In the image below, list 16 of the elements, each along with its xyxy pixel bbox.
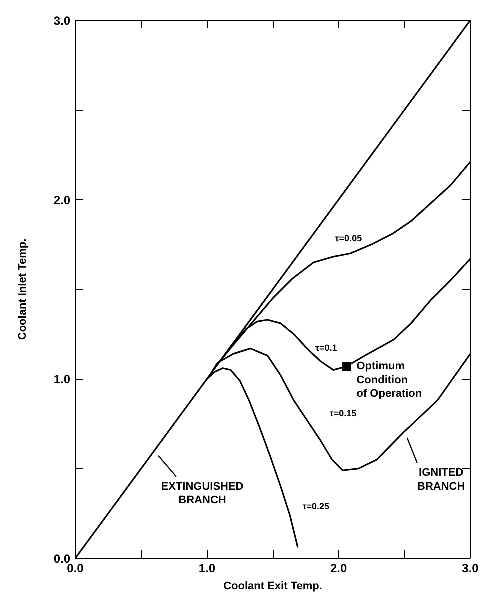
annotation: IGNITED BRANCH xyxy=(418,466,466,493)
y-tick-label: 3.0 xyxy=(54,14,71,28)
y-tick-label: 1.0 xyxy=(54,372,71,387)
annotation: Optimum Condition of Operation xyxy=(356,360,422,400)
annotation: τ=0.25 xyxy=(302,501,330,512)
x-tick-label: 3.0 xyxy=(462,562,480,576)
x-tick-label: 1.0 xyxy=(198,562,216,576)
y-tick-label: 2.0 xyxy=(54,193,71,208)
x-axis-title: Coolant Exit Temp. xyxy=(224,580,322,592)
annotation: τ=0.15 xyxy=(330,408,357,418)
annotation: τ=0.1 xyxy=(316,343,338,354)
annotation: τ=0.05 xyxy=(335,234,362,244)
annotation: EXTINGUISHED BRANCH xyxy=(161,480,244,507)
x-tick-label: 2.0 xyxy=(330,562,348,576)
x-tick-label: 0.0 xyxy=(67,562,84,576)
y-axis-title: Coolant Inlet Temp. xyxy=(16,238,29,340)
